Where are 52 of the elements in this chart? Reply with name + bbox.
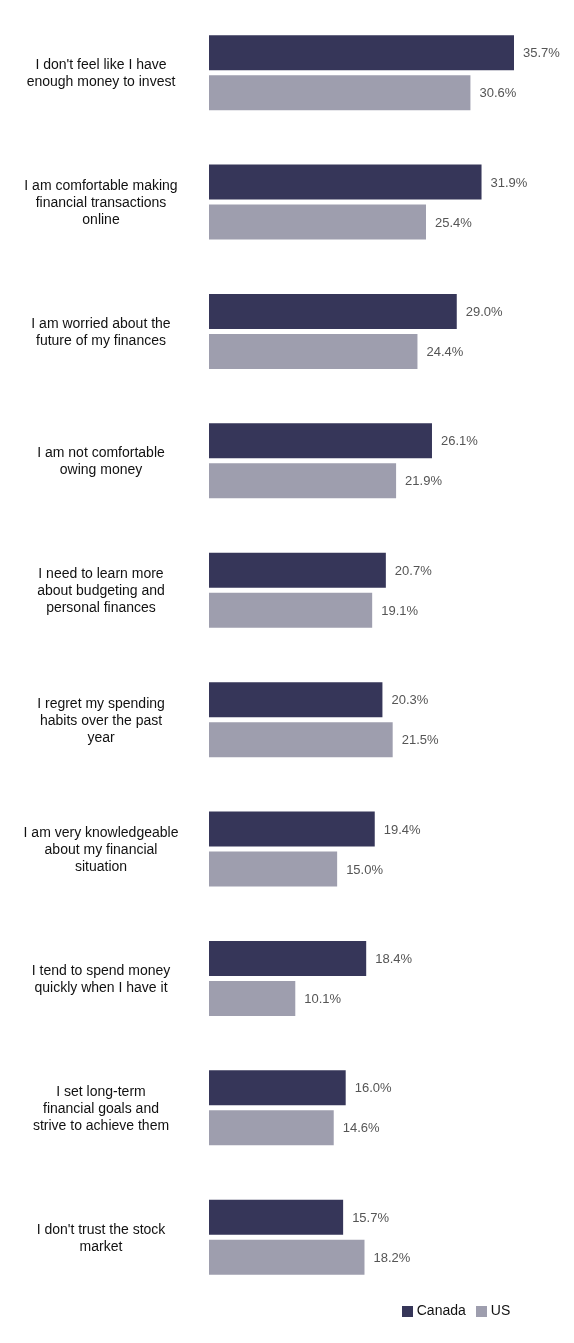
data-label: 19.4% <box>383 821 422 837</box>
bar <box>209 1239 365 1275</box>
data-label: 21.9% <box>405 473 443 489</box>
bar <box>209 75 471 111</box>
data-label: 14.6% <box>342 1120 381 1136</box>
y-tick-label: I am worried about the future of my finances <box>31 314 171 348</box>
data-label: 15.7% <box>352 1209 390 1225</box>
bar <box>209 1199 344 1235</box>
data-label: 21.5% <box>401 732 439 748</box>
bar <box>209 940 367 976</box>
bar <box>209 333 418 369</box>
data-label: 18.4% <box>375 951 413 967</box>
y-tick-label: I tend to spend money quickly when I have it <box>31 961 171 995</box>
data-label: 24.4% <box>426 344 464 360</box>
bar <box>209 980 296 1016</box>
y-tick-label: I am very knowledgeable about my financial situation <box>23 824 179 874</box>
data-label: 18.2% <box>373 1249 411 1265</box>
data-label: 31.9% <box>490 174 528 190</box>
legend-label: Canada <box>416 1302 466 1318</box>
bar <box>209 592 373 628</box>
bar <box>209 1110 334 1146</box>
data-label: 35.7% <box>523 45 561 61</box>
y-tick-label: I need to learn more about budgeting and personal finances <box>37 565 165 616</box>
data-label: 15.0% <box>346 861 384 877</box>
bar <box>209 682 383 718</box>
data-label: 10.1% <box>304 991 342 1007</box>
bar <box>209 463 397 499</box>
y-tick-label: I don't trust the stock market <box>36 1220 167 1254</box>
bar <box>209 35 514 71</box>
bar <box>209 204 426 240</box>
data-label: 19.1% <box>381 602 419 618</box>
data-label: 25.4% <box>435 214 473 230</box>
bar <box>209 423 432 459</box>
y-tick-label: I am comfortable making financial transactions online <box>24 177 178 227</box>
bar <box>209 811 375 847</box>
bar <box>209 164 482 200</box>
bar <box>209 293 457 329</box>
y-tick-label: I don't feel like I have enough money to invest <box>26 56 176 90</box>
y-tick-label: I set long-term financial goals and strive to achieve them <box>32 1082 170 1133</box>
data-label: 30.6% <box>479 85 517 101</box>
legend-label: US <box>490 1302 511 1318</box>
y-tick-label: I am not comfortable owing money <box>37 444 166 478</box>
data-label: 29.0% <box>465 304 504 320</box>
bar <box>209 851 338 887</box>
data-label: 26.1% <box>440 433 479 449</box>
data-label: 20.3% <box>391 692 429 708</box>
bar <box>209 552 386 588</box>
y-tick-label: I regret my spending habits over the past year <box>37 694 165 745</box>
bar <box>209 1070 346 1106</box>
data-label: 16.0% <box>354 1080 392 1096</box>
data-label: 20.7% <box>394 562 433 578</box>
bar <box>209 722 393 758</box>
